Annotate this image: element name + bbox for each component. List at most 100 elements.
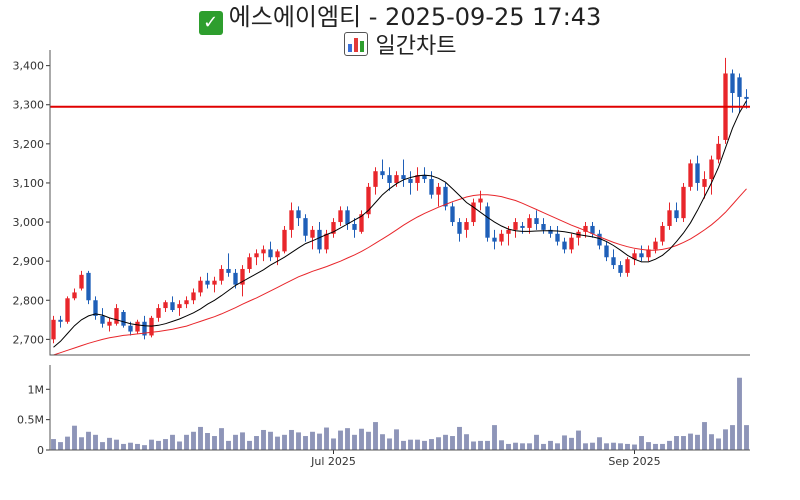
candle-body — [443, 186, 448, 207]
x-tick-label: Jul 2025 — [310, 455, 356, 468]
candle-body — [142, 321, 147, 336]
volume-bar — [457, 426, 462, 450]
chart-title: ✓ 에스에이엠티 - 2025-09-25 17:43 — [0, 2, 800, 35]
volume-bar — [198, 426, 203, 450]
candle-body — [254, 253, 259, 258]
candle-body — [100, 315, 105, 324]
volume-bar — [646, 442, 651, 450]
volume-bar — [310, 431, 315, 450]
candle-body — [282, 229, 287, 252]
candle-body — [422, 175, 427, 180]
candle-body — [548, 229, 553, 234]
candle-body — [506, 229, 511, 234]
candle-body — [583, 225, 588, 232]
volume-bar — [184, 434, 189, 450]
candle-body — [513, 222, 518, 230]
volume-bar — [275, 436, 280, 450]
x-axis: Jul 2025 Sep 2025 — [310, 450, 661, 468]
volume-bar — [583, 443, 588, 450]
candle-body — [464, 222, 469, 230]
volume-bar — [415, 439, 420, 450]
candle-body — [520, 225, 525, 228]
candle-body — [121, 311, 126, 326]
volume-bar — [604, 443, 609, 450]
candle-body — [646, 249, 651, 258]
candle-body — [653, 241, 658, 250]
candle-body — [275, 251, 280, 258]
candles — [51, 57, 749, 344]
volume-bar — [226, 440, 231, 450]
volume-bar — [443, 434, 448, 450]
volume-bar — [142, 445, 147, 450]
candle-body — [618, 265, 623, 273]
volume-bar — [716, 438, 721, 450]
candle-body — [191, 292, 196, 301]
volume-bar — [548, 440, 553, 450]
volume-panel-frame — [49, 365, 750, 451]
volume-bar — [408, 439, 413, 450]
volume-bar — [569, 437, 574, 450]
candle-body — [590, 225, 595, 234]
candle-body — [317, 229, 322, 250]
volume-bar — [597, 437, 602, 450]
volume-bar — [100, 442, 105, 450]
volume-tick-label: 1M — [28, 383, 45, 396]
volume-bar — [205, 433, 210, 450]
volume-bar — [191, 431, 196, 450]
candle-body — [569, 237, 574, 250]
candle-body — [597, 233, 602, 246]
volume-bar — [562, 435, 567, 450]
volume-bar — [555, 443, 560, 450]
candle-body — [373, 171, 378, 187]
candle-body — [541, 224, 546, 230]
candle-body — [170, 302, 175, 311]
candle-body — [478, 198, 483, 203]
candle-body — [709, 159, 714, 180]
candle-body — [156, 308, 161, 318]
candle-body — [394, 175, 399, 183]
volume-bar — [590, 442, 595, 450]
candle-body — [51, 319, 56, 340]
candle-body — [184, 300, 189, 305]
candle-body — [667, 210, 672, 226]
volume-bar — [730, 425, 735, 450]
volume-bar — [163, 439, 168, 450]
volume-bar — [135, 443, 140, 450]
candle-body — [730, 73, 735, 94]
volume-bar — [723, 429, 728, 450]
volume-bar — [282, 434, 287, 450]
volume-bar — [688, 433, 693, 450]
volume-bar — [149, 439, 154, 450]
candle-body — [716, 143, 721, 160]
candle-body — [296, 210, 301, 219]
volume-bar — [233, 434, 238, 450]
candle-body — [163, 302, 168, 309]
moving-averages — [53, 100, 747, 356]
volume-bar — [128, 442, 133, 450]
price-tick-label: 2,800 — [13, 294, 45, 307]
check-mark-icon: ✓ — [198, 11, 223, 35]
candle-body — [268, 249, 273, 258]
candle-body — [485, 206, 490, 238]
candle-body — [324, 233, 329, 250]
candle-body — [387, 175, 392, 183]
candle-body — [310, 229, 315, 238]
volume-bar — [464, 434, 469, 450]
candle-body — [226, 268, 231, 273]
candle-body — [660, 225, 665, 242]
candle-body — [562, 241, 567, 250]
volume-bar — [114, 439, 119, 450]
volume-bar — [289, 429, 294, 450]
candle-body — [429, 179, 434, 195]
price-tick-label: 2,700 — [13, 333, 45, 346]
panel-frames — [49, 50, 750, 451]
volume-bar — [492, 425, 497, 450]
volume-bar — [422, 440, 427, 450]
volume-bar — [373, 422, 378, 450]
volume-bar — [506, 443, 511, 450]
volume-bar — [177, 441, 182, 450]
volume-bar — [240, 432, 245, 450]
chart-title-text: 에스에이엠티 - 2025-09-25 17:43 — [228, 3, 602, 31]
candle-body — [499, 233, 504, 242]
